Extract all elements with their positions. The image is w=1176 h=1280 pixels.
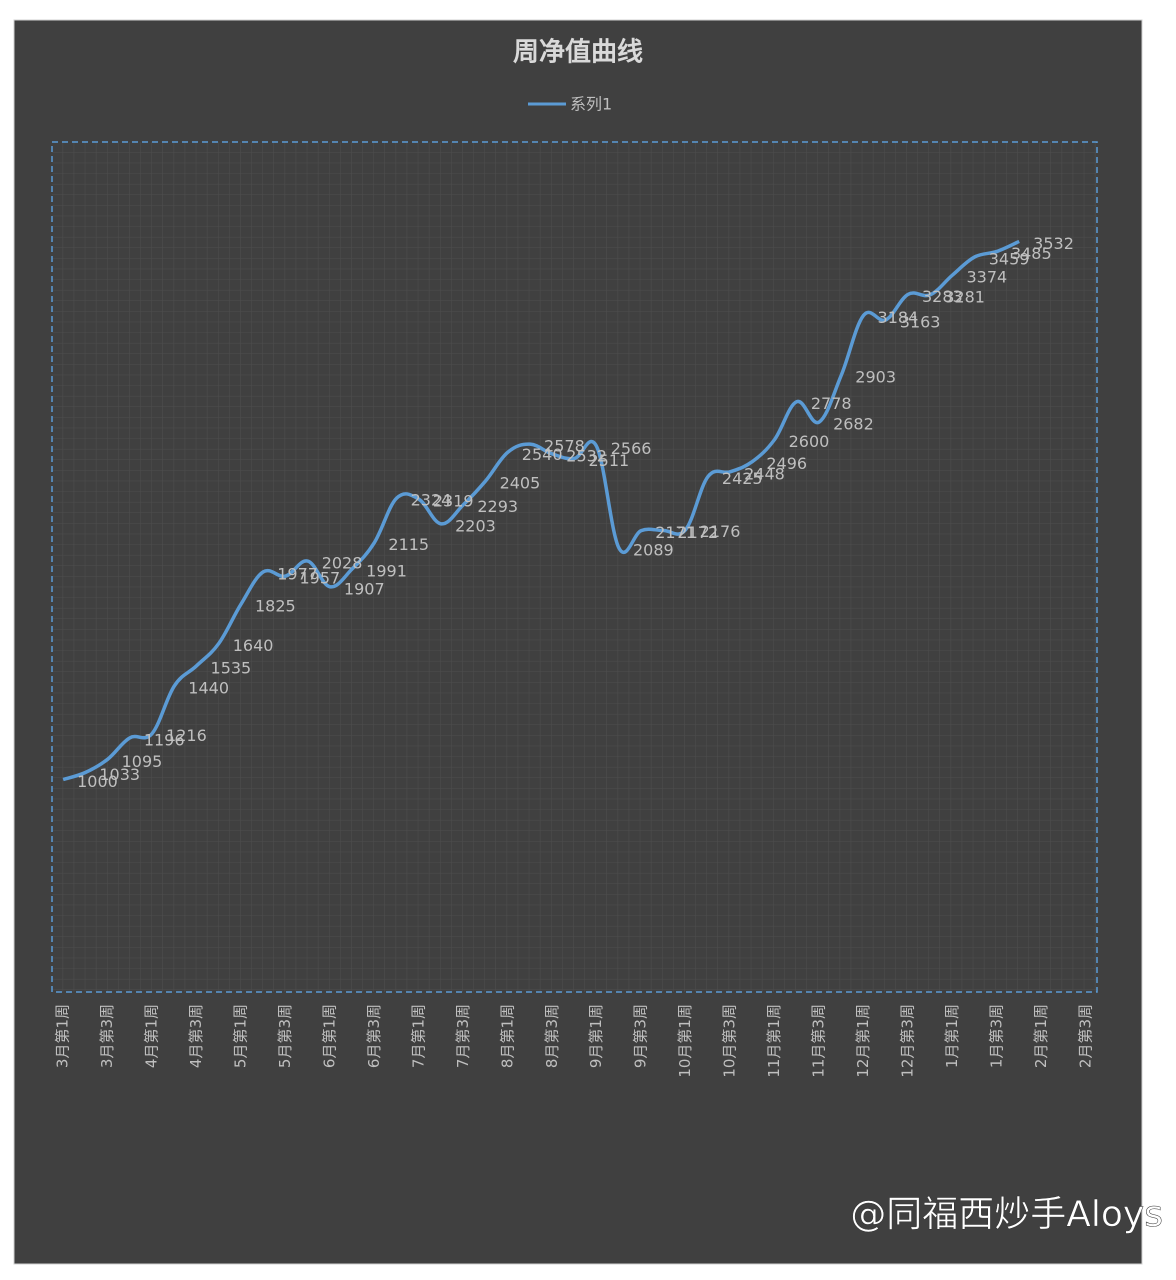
x-tick-label: 12月第3周 <box>899 1004 917 1078</box>
data-label: 2448 <box>744 464 785 483</box>
data-label: 1907 <box>344 579 385 598</box>
data-label: 2028 <box>322 554 363 573</box>
chart-title: 周净值曲线 <box>513 38 643 68</box>
data-label: 2566 <box>611 439 652 458</box>
data-label: 2496 <box>766 454 807 473</box>
data-label: 2172 <box>677 523 718 542</box>
x-tick-label: 10月第1周 <box>676 1004 694 1078</box>
data-label: 3485 <box>1011 244 1052 263</box>
x-tick-label: 8月第3周 <box>543 1004 561 1068</box>
x-tick-label: 2月第3周 <box>1076 1004 1094 1068</box>
x-tick-label: 9月第1周 <box>587 1004 605 1068</box>
data-label: 1535 <box>211 658 252 677</box>
data-label: 2532 <box>566 446 607 465</box>
data-label: 1977 <box>277 564 318 583</box>
data-label: 2425 <box>722 469 763 488</box>
x-tick-label: 5月第3周 <box>276 1004 294 1068</box>
data-label: 2405 <box>500 473 541 492</box>
data-label: 1640 <box>233 636 274 655</box>
data-label: 1991 <box>366 561 407 580</box>
data-label: 1825 <box>255 597 296 616</box>
x-tick-label: 7月第1周 <box>409 1004 427 1068</box>
x-tick-label: 4月第1周 <box>143 1004 161 1068</box>
x-tick-label: 9月第3周 <box>632 1004 650 1068</box>
x-tick-label: 1月第1周 <box>943 1004 961 1068</box>
data-label: 2176 <box>700 522 741 541</box>
plot-border <box>51 141 1098 993</box>
watermark: @同福西炒手Aloys <box>850 1194 1163 1235</box>
data-label: 2171 <box>655 523 696 542</box>
x-tick-label: 11月第3周 <box>810 1004 828 1078</box>
data-label: 2903 <box>855 368 896 387</box>
data-label: 3532 <box>1033 234 1074 253</box>
x-tick-label: 4月第3周 <box>187 1004 205 1068</box>
data-label: 2293 <box>477 497 518 516</box>
x-tick-label: 7月第3周 <box>454 1004 472 1068</box>
data-label: 1216 <box>166 726 207 745</box>
x-tick-label: 3月第3周 <box>98 1004 116 1068</box>
legend-label: 系列1 <box>570 95 612 114</box>
x-tick-label: 11月第1周 <box>765 1004 783 1078</box>
x-tick-label: 1月第3周 <box>987 1004 1005 1068</box>
data-label: 2578 <box>544 437 585 456</box>
data-label: 2115 <box>388 535 429 554</box>
data-label: 3281 <box>944 287 985 306</box>
x-tick-label: 2月第1周 <box>1032 1004 1050 1068</box>
data-label: 3374 <box>966 268 1007 287</box>
data-label: 2319 <box>433 492 474 511</box>
data-label: 2682 <box>833 415 874 434</box>
series-line <box>62 239 1020 782</box>
data-label: 1957 <box>299 569 340 588</box>
data-label: 1000 <box>77 772 118 791</box>
x-tick-label: 6月第3周 <box>365 1004 383 1068</box>
grid <box>52 142 1097 992</box>
x-tick-label: 10月第3周 <box>721 1004 739 1078</box>
x-tick-label: 3月第1周 <box>54 1004 72 1068</box>
data-label: 1095 <box>122 752 163 771</box>
data-label: 2540 <box>522 445 563 464</box>
data-label: 2089 <box>633 541 674 560</box>
x-tick-label: 6月第1周 <box>320 1004 338 1068</box>
data-label: 3184 <box>878 308 919 327</box>
data-label: 2511 <box>589 451 630 470</box>
data-label: 3283 <box>922 287 963 306</box>
data-label: 1440 <box>188 679 229 698</box>
data-label: 3459 <box>989 249 1030 268</box>
data-label: 1033 <box>99 765 140 784</box>
x-tick-label: 5月第1周 <box>231 1004 249 1068</box>
data-label: 1196 <box>144 730 185 749</box>
x-tick-label: 12月第1周 <box>854 1004 872 1078</box>
data-label: 2778 <box>811 394 852 413</box>
data-label: 2203 <box>455 516 496 535</box>
data-label: 2324 <box>411 491 452 510</box>
x-tick-label: 8月第1周 <box>498 1004 516 1068</box>
data-label: 2600 <box>789 432 830 451</box>
data-label: 3163 <box>900 312 941 331</box>
